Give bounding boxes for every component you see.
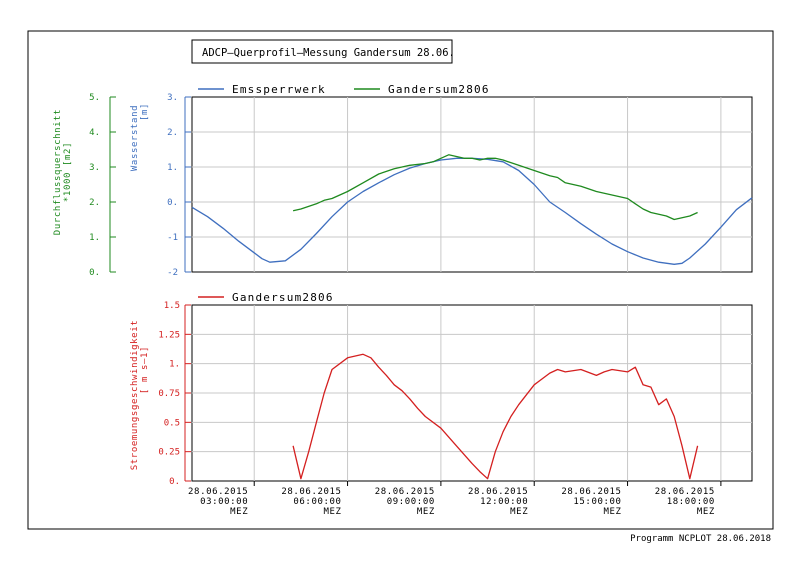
wasserstand-tick-label: -1 xyxy=(167,233,178,243)
title-box xyxy=(191,39,453,64)
page-frame xyxy=(27,30,774,530)
x-tick-label: 28.06.2015 xyxy=(188,487,248,497)
x-tick-label: MEZ xyxy=(510,507,528,517)
series-emssperrwerk-line xyxy=(191,157,753,265)
x-tick-label: 12:00:00 xyxy=(480,497,528,507)
stroemung-tick-label: 1. xyxy=(169,360,180,370)
wasserstand-tick-label: 0. xyxy=(167,198,178,208)
wasserstand-tick-label: 3. xyxy=(167,93,178,103)
series-gandersum-wasserstand-line xyxy=(292,154,698,221)
chart-title: ADCP–Querprofil–Messung Gandersum 28.06. xyxy=(202,47,455,59)
series-gandersum-stroemung-line xyxy=(292,353,699,480)
x-tick-label: MEZ xyxy=(697,507,715,517)
wasserstand-tick-label: 2. xyxy=(167,128,178,138)
x-tick-label: 09:00:00 xyxy=(387,497,435,507)
stroemung-tick-label: 1.25 xyxy=(158,330,180,340)
legend-label-gandersum-wasserstand: Gandersum2806 xyxy=(388,83,490,96)
stroemung-axis-title: Stroemungsgeschwindigkeit xyxy=(130,320,140,470)
durchfluss-tick-label: 1. xyxy=(89,233,100,243)
x-tick-label: 28.06.2015 xyxy=(281,487,341,497)
x-tick-label: MEZ xyxy=(323,507,341,517)
upper-plot-frame xyxy=(191,96,753,273)
stroemung-tick-label: 1.5 xyxy=(164,301,180,311)
legend-label-gandersum-stroemung: Gandersum2806 xyxy=(232,291,334,304)
x-tick-label: MEZ xyxy=(603,507,621,517)
wasserstand-axis-title: Wasserstand xyxy=(130,105,140,171)
x-tick-label: 28.06.2015 xyxy=(655,487,715,497)
durchfluss-tick-label: 2. xyxy=(89,198,100,208)
x-tick-label: 28.06.2015 xyxy=(375,487,435,497)
x-tick-label: 15:00:00 xyxy=(573,497,621,507)
x-tick-label: 28.06.2015 xyxy=(561,487,621,497)
durchfluss-tick-label: 0. xyxy=(89,268,100,278)
durchfluss-axis-title: Durchflussquerschnitt xyxy=(53,109,63,235)
x-tick-label: 06:00:00 xyxy=(293,497,341,507)
x-tick-label: 28.06.2015 xyxy=(468,487,528,497)
durchfluss-tick-label: 4. xyxy=(89,128,100,138)
wasserstand-tick-label: -2 xyxy=(167,268,178,278)
stroemung-axis-unit: [ m s–1] xyxy=(140,346,150,394)
x-tick-label: 03:00:00 xyxy=(200,497,248,507)
stroemung-tick-label: 0.5 xyxy=(164,418,180,428)
durchfluss-tick-label: 5. xyxy=(89,93,100,103)
wasserstand-axis-unit: [m] xyxy=(140,103,150,121)
durchfluss-axis-unit: *1000 [m2] xyxy=(63,142,73,202)
wasserstand-tick-label: 1. xyxy=(167,163,178,173)
footer-program-note: Programm NCPLOT 28.06.2018 xyxy=(630,534,771,544)
stroemung-tick-label: 0.25 xyxy=(158,448,180,458)
x-tick-label: MEZ xyxy=(230,507,248,517)
stroemung-tick-label: 0.75 xyxy=(158,389,180,399)
x-tick-label: MEZ xyxy=(417,507,435,517)
x-tick-label: 18:00:00 xyxy=(667,497,715,507)
stroemung-tick-label: 0. xyxy=(169,477,180,487)
durchfluss-tick-label: 3. xyxy=(89,163,100,173)
legend-label-emssperrwerk: Emssperrwerk xyxy=(232,83,326,96)
